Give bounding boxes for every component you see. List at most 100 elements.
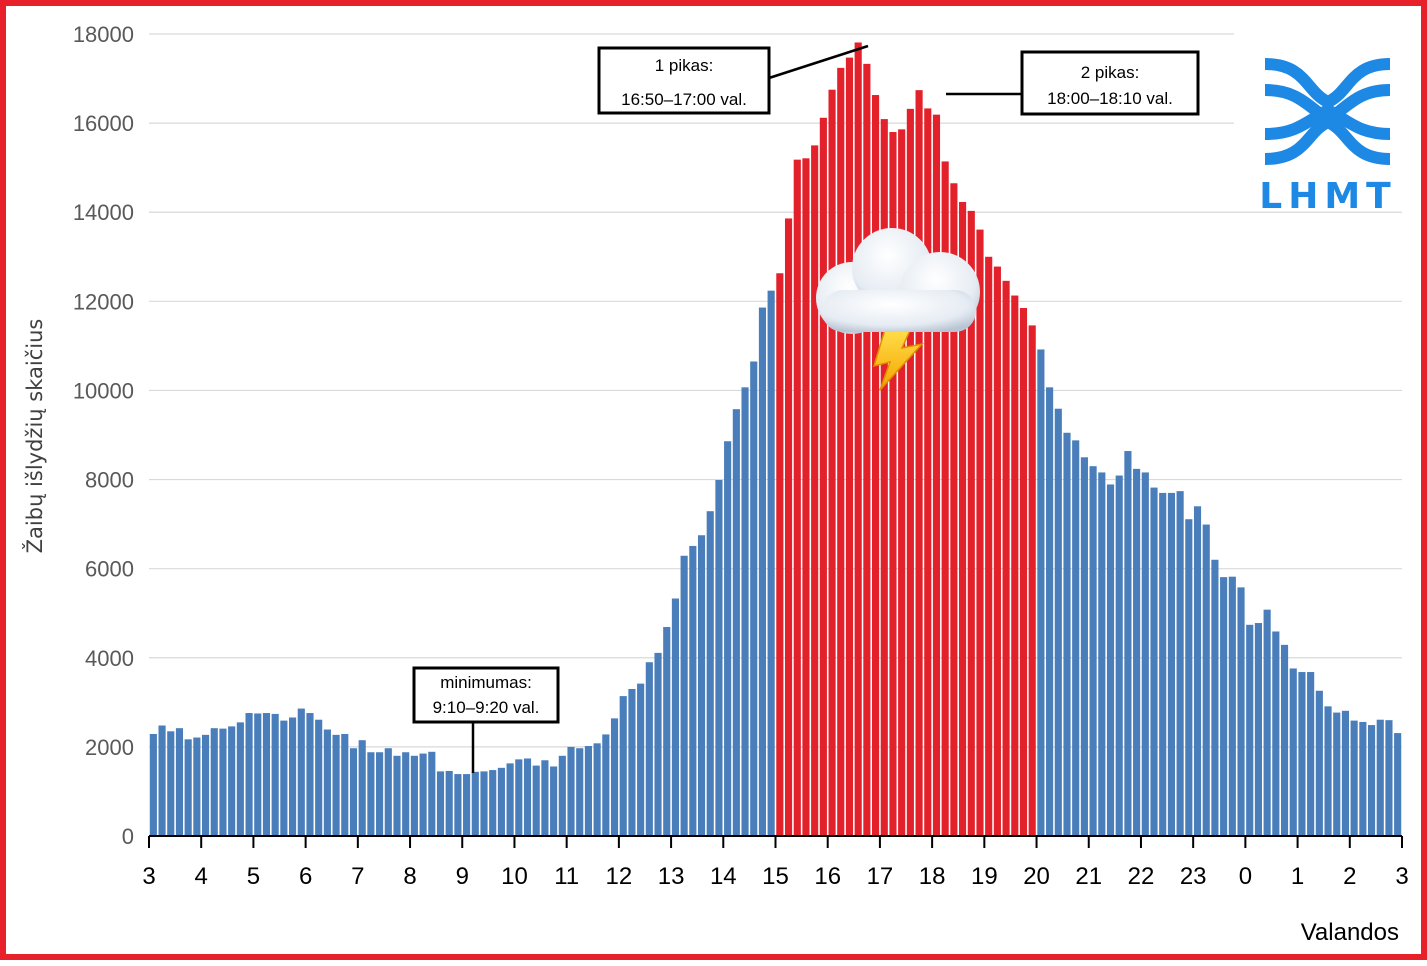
x-tick-label: 16 <box>814 863 841 890</box>
bar <box>271 713 279 836</box>
bar <box>1080 457 1088 836</box>
bar <box>376 752 384 836</box>
bar <box>1376 719 1384 836</box>
bar <box>558 755 566 836</box>
bar <box>1228 576 1236 836</box>
bar <box>436 771 445 836</box>
bar <box>289 717 297 836</box>
bar <box>802 158 810 836</box>
bar <box>236 722 244 836</box>
x-tick-label: 13 <box>658 863 685 890</box>
bar <box>1176 491 1184 836</box>
bar <box>219 728 227 836</box>
bar <box>889 132 897 836</box>
x-tick-label: 18 <box>919 863 946 890</box>
bar <box>541 760 549 836</box>
bar <box>158 725 166 836</box>
bar <box>967 210 975 836</box>
x-tick-label: 20 <box>1023 863 1050 890</box>
bar <box>915 90 923 836</box>
peak2-label-line2: 18:00–18:10 val. <box>1047 89 1173 108</box>
bar <box>1385 720 1393 836</box>
x-tick-label: 14 <box>710 863 737 890</box>
bar <box>306 713 314 836</box>
bar <box>1063 432 1071 836</box>
x-tick-label: 3 <box>142 863 155 890</box>
bar <box>1350 720 1358 836</box>
bar <box>184 739 192 836</box>
bar <box>1220 577 1228 836</box>
bar <box>1002 280 1010 837</box>
bar <box>671 598 680 836</box>
bar <box>1115 475 1123 836</box>
bar <box>845 57 854 837</box>
x-tick-label: 21 <box>1075 863 1102 890</box>
bar <box>480 771 488 836</box>
bar <box>784 218 793 836</box>
bar <box>898 129 906 837</box>
x-tick-label: 7 <box>351 863 364 890</box>
bar <box>1394 733 1402 836</box>
lhmt-logo: LHMT <box>1259 58 1391 217</box>
bar <box>758 307 767 836</box>
bar <box>228 726 236 836</box>
bar <box>880 119 888 837</box>
x-tick-label: 1 <box>1291 863 1304 890</box>
bar <box>1037 349 1045 836</box>
y-tick-label: 12000 <box>73 289 134 314</box>
y-axis-ticks: 0 2000 4000 6000 8000 10000 12000 14000 16000 180… <box>73 22 134 849</box>
bar <box>193 737 201 836</box>
peak1-leader-line <box>768 44 869 80</box>
bar <box>732 409 740 836</box>
x-tick-label: 19 <box>971 863 998 890</box>
bar <box>1089 466 1097 836</box>
x-tick-label: 5 <box>247 863 260 890</box>
minimum-box <box>412 666 560 724</box>
x-axis-title: Valandos <box>1301 919 1399 946</box>
lhmt-logo-icon <box>1264 58 1391 165</box>
bar <box>402 752 410 836</box>
bar <box>428 751 436 836</box>
bar <box>1193 506 1202 836</box>
bar <box>410 755 418 836</box>
peak1-label-line2: 16:50–17:00 val. <box>621 90 747 109</box>
bar <box>419 753 427 836</box>
bar <box>471 771 479 836</box>
bar <box>837 67 845 837</box>
bar <box>932 114 941 836</box>
y-tick-label: 10000 <box>73 378 134 403</box>
bar <box>654 652 662 836</box>
bar <box>454 774 462 836</box>
bar <box>854 42 862 837</box>
bar <box>706 511 714 836</box>
peak2-box <box>1020 50 1200 116</box>
x-tick-label: 2 <box>1343 863 1356 890</box>
bar <box>1054 408 1062 836</box>
bar <box>1254 623 1262 836</box>
bar <box>280 720 288 836</box>
y-tick-label: 6000 <box>85 557 134 582</box>
bar <box>1341 710 1350 836</box>
bar <box>315 719 323 836</box>
bar <box>1159 492 1167 836</box>
x-tick-label: 3 <box>1395 863 1408 890</box>
bar <box>1246 624 1254 836</box>
bar <box>767 290 775 836</box>
bar <box>1028 325 1036 836</box>
bar <box>384 748 392 836</box>
bar <box>1185 519 1193 836</box>
bar <box>863 63 871 837</box>
minimum-annotation: minimumas: 9:10–9:20 val. <box>412 666 560 773</box>
peak2-label-line1: 2 pikas: <box>1081 63 1140 82</box>
x-tick-label: 9 <box>456 863 469 890</box>
bar <box>1324 706 1332 836</box>
bar <box>550 766 558 836</box>
y-tick-label: 0 <box>122 824 134 849</box>
y-tick-label: 14000 <box>73 200 134 225</box>
minimum-label-line2: 9:10–9:20 val. <box>433 698 540 717</box>
x-axis <box>148 835 1403 848</box>
bar <box>1011 295 1019 836</box>
x-tick-label: 11 <box>554 863 579 890</box>
bar <box>1237 587 1245 836</box>
bar <box>619 696 627 836</box>
